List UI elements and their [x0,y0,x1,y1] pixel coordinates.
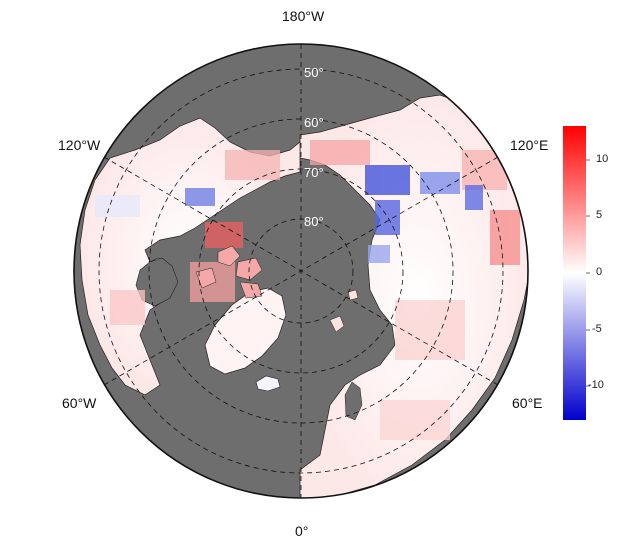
lon-label-0: 0° [295,523,309,539]
colorbar-tick-0: 0 [596,266,603,278]
colorbar-ticks [586,159,590,387]
colorbar-tick-neg5: -5 [592,323,602,335]
lat-label-60: 60° [304,115,324,130]
meridian-lines [103,44,499,498]
lat-label-50: 50° [304,65,324,80]
lon-label-120e: 120°E [510,137,549,153]
colorbar-tick-neg10: -10 [588,379,604,391]
colorbar [563,126,586,420]
lon-label-120w: 120°W [58,137,101,153]
warm-anomaly-patches [110,140,520,440]
cold-anomaly-patches [95,165,483,263]
iceland-landmass [255,375,281,392]
svalbard-islands [329,289,359,333]
lon-label-60w: 60°W [62,395,97,411]
map-boundary [73,43,529,499]
lat-label-70: 70° [304,165,324,180]
lat-label-80: 80° [304,214,324,229]
north-america-landmass [79,117,301,396]
colorbar-tick-5: 5 [596,209,603,221]
land-layer [79,94,528,498]
colorbar-tick-10: 10 [596,153,609,165]
hudson-bay [135,257,179,307]
lon-label-180w: 180°W [282,8,325,24]
lon-label-60e: 60°E [512,395,543,411]
